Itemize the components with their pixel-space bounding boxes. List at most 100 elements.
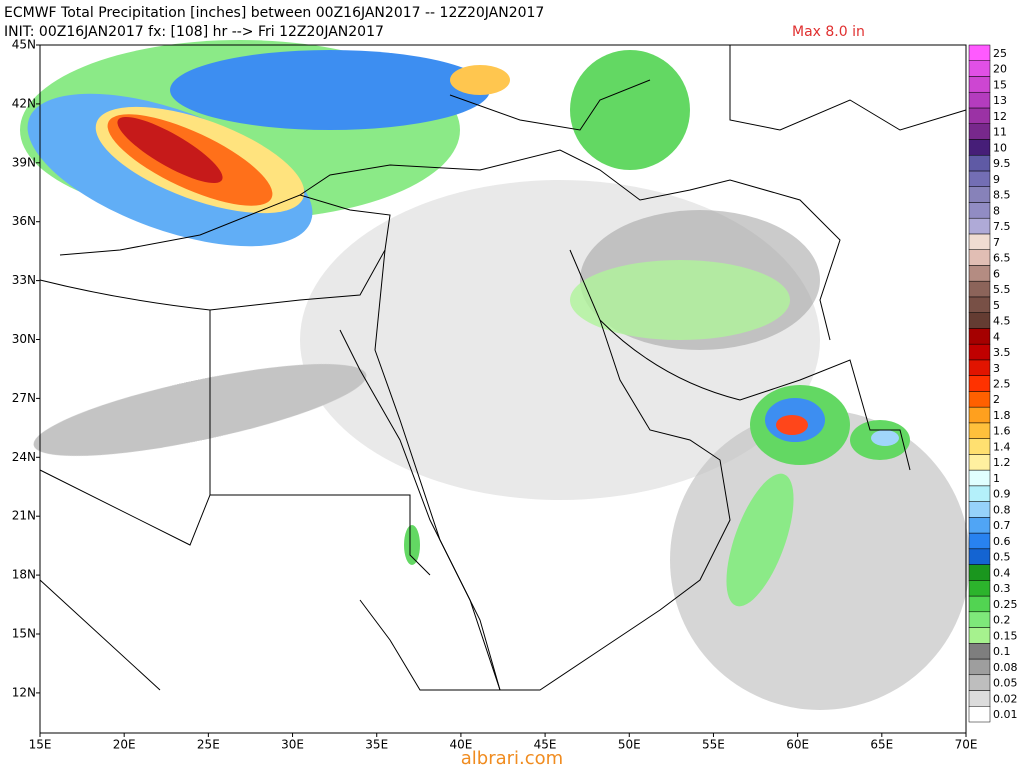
- colorbar-label: 5: [993, 299, 1000, 312]
- colorbar-label: 10: [993, 141, 1007, 154]
- lat-label: 39N: [12, 155, 36, 169]
- colorbar-label: 25: [993, 47, 1007, 60]
- colorbar-label: 8.5: [993, 189, 1011, 202]
- colorbar-label: 0.8: [993, 503, 1011, 516]
- colorbar-label: 7.5: [993, 220, 1011, 233]
- colorbar-label: 3.5: [993, 346, 1011, 359]
- color-swatch: [968, 706, 991, 723]
- color-swatch: [968, 517, 991, 534]
- colorbar-label: 0.4: [993, 566, 1011, 579]
- lon-label: 45E: [534, 738, 557, 752]
- max-label: Max 8.0 in: [792, 24, 865, 40]
- colorbar-label: 12: [993, 110, 1007, 123]
- colorbar-label: 15: [993, 78, 1007, 91]
- color-swatch: [968, 76, 991, 93]
- lon-label: 20E: [113, 738, 136, 752]
- colorbar-label: 6: [993, 267, 1000, 280]
- color-swatch: [968, 359, 991, 376]
- color-swatch: [968, 280, 991, 298]
- color-swatch: [968, 438, 991, 455]
- colorbar-label: 2: [993, 393, 1000, 406]
- colorbar-label: 0.08: [993, 661, 1018, 674]
- colorbar: 0.01 0.02 0.05 0.08 0.1 0.15 0.2 0.25 0.3 0.4 0.5 0…: [968, 44, 1018, 723]
- colorbar-label: 1.8: [993, 409, 1011, 422]
- colorbar-label: 2.5: [993, 378, 1011, 391]
- colorbar-label: 9.5: [993, 157, 1011, 170]
- colorbar-label: 0.01: [993, 708, 1018, 721]
- color-swatch: [968, 296, 991, 313]
- colorbar-label: 1.4: [993, 440, 1011, 453]
- colorbar-label: 20: [993, 63, 1007, 76]
- colorbar-label: 0.25: [993, 598, 1018, 611]
- colorbar-label: 0.05: [993, 677, 1018, 690]
- colorbar-label: 3: [993, 362, 1000, 375]
- lon-label: 15E: [29, 738, 52, 752]
- color-swatch: [968, 44, 991, 61]
- watermark: albrari.com: [461, 748, 563, 768]
- colorbar-label: 0.15: [993, 629, 1018, 642]
- colorbar-label: 0.6: [993, 535, 1011, 548]
- color-swatch: [968, 501, 991, 518]
- color-swatch: [968, 485, 991, 502]
- color-swatch: [968, 422, 991, 439]
- lon-label: 60E: [786, 738, 809, 752]
- color-swatch: [968, 391, 991, 408]
- color-swatch: [968, 123, 991, 140]
- colorbar-label: 0.02: [993, 692, 1018, 705]
- colorbar-label: 11: [993, 126, 1007, 139]
- lat-label: 24N: [12, 450, 36, 464]
- colorbar-label: 0.1: [993, 645, 1011, 658]
- axes: 45N 42N 39N 36N 33N 30N 27N 24N 21N 18N 15N 12N 15E 2…: [12, 38, 978, 752]
- colorbar-label: 4: [993, 330, 1000, 343]
- color-swatch: [968, 690, 991, 707]
- color-swatch: [968, 186, 991, 203]
- colorbar-label: 0.9: [993, 488, 1011, 501]
- color-swatch: [968, 375, 991, 392]
- colorbar-label: 1.2: [993, 456, 1011, 469]
- color-swatch: [968, 154, 991, 172]
- lat-label: 12N: [12, 685, 36, 699]
- lat-label: 42N: [12, 96, 36, 110]
- lat-label: 36N: [12, 214, 36, 228]
- color-swatch: [968, 580, 991, 597]
- color-swatch: [968, 595, 991, 613]
- color-swatch: [968, 658, 991, 676]
- color-swatch: [968, 312, 991, 329]
- color-swatch: [968, 454, 991, 471]
- color-swatch: [968, 249, 991, 266]
- color-swatch: [968, 674, 991, 691]
- colorbar-label: 0.7: [993, 519, 1011, 532]
- colorbar-label: 5.5: [993, 283, 1011, 296]
- color-swatch: [968, 343, 991, 361]
- lat-label: 18N: [12, 568, 36, 582]
- color-swatch: [968, 170, 991, 187]
- color-swatch: [968, 60, 991, 77]
- color-swatch: [968, 328, 991, 345]
- colorbar-label: 6.5: [993, 252, 1011, 265]
- lat-label: 27N: [12, 391, 36, 405]
- lon-label: 70E: [955, 738, 978, 752]
- color-swatch: [968, 217, 991, 235]
- lat-label: 30N: [12, 332, 36, 346]
- color-swatch: [968, 469, 991, 487]
- lat-label: 15N: [12, 627, 36, 641]
- color-swatch: [968, 627, 991, 644]
- colorbar-label: 9: [993, 173, 1000, 186]
- colorbar-label: 0.3: [993, 582, 1011, 595]
- color-swatch: [968, 202, 991, 219]
- lon-label: 65E: [870, 738, 893, 752]
- colorbar-label: 0.2: [993, 614, 1011, 627]
- color-swatch: [968, 611, 991, 628]
- lat-label: 21N: [12, 509, 36, 523]
- color-swatch: [968, 233, 991, 250]
- color-swatch: [968, 107, 991, 124]
- map-area: [20, 40, 970, 734]
- color-swatch: [968, 564, 991, 581]
- subtitle: INIT: 00Z16JAN2017 fx: [108] hr --> Fri …: [4, 24, 384, 40]
- title: ECMWF Total Precipitation [inches] betwe…: [4, 5, 544, 21]
- lon-label: 25E: [197, 738, 220, 752]
- colorbar-label: 7: [993, 236, 1000, 249]
- lon-label: 30E: [281, 738, 304, 752]
- colorbar-label: 8: [993, 204, 1000, 217]
